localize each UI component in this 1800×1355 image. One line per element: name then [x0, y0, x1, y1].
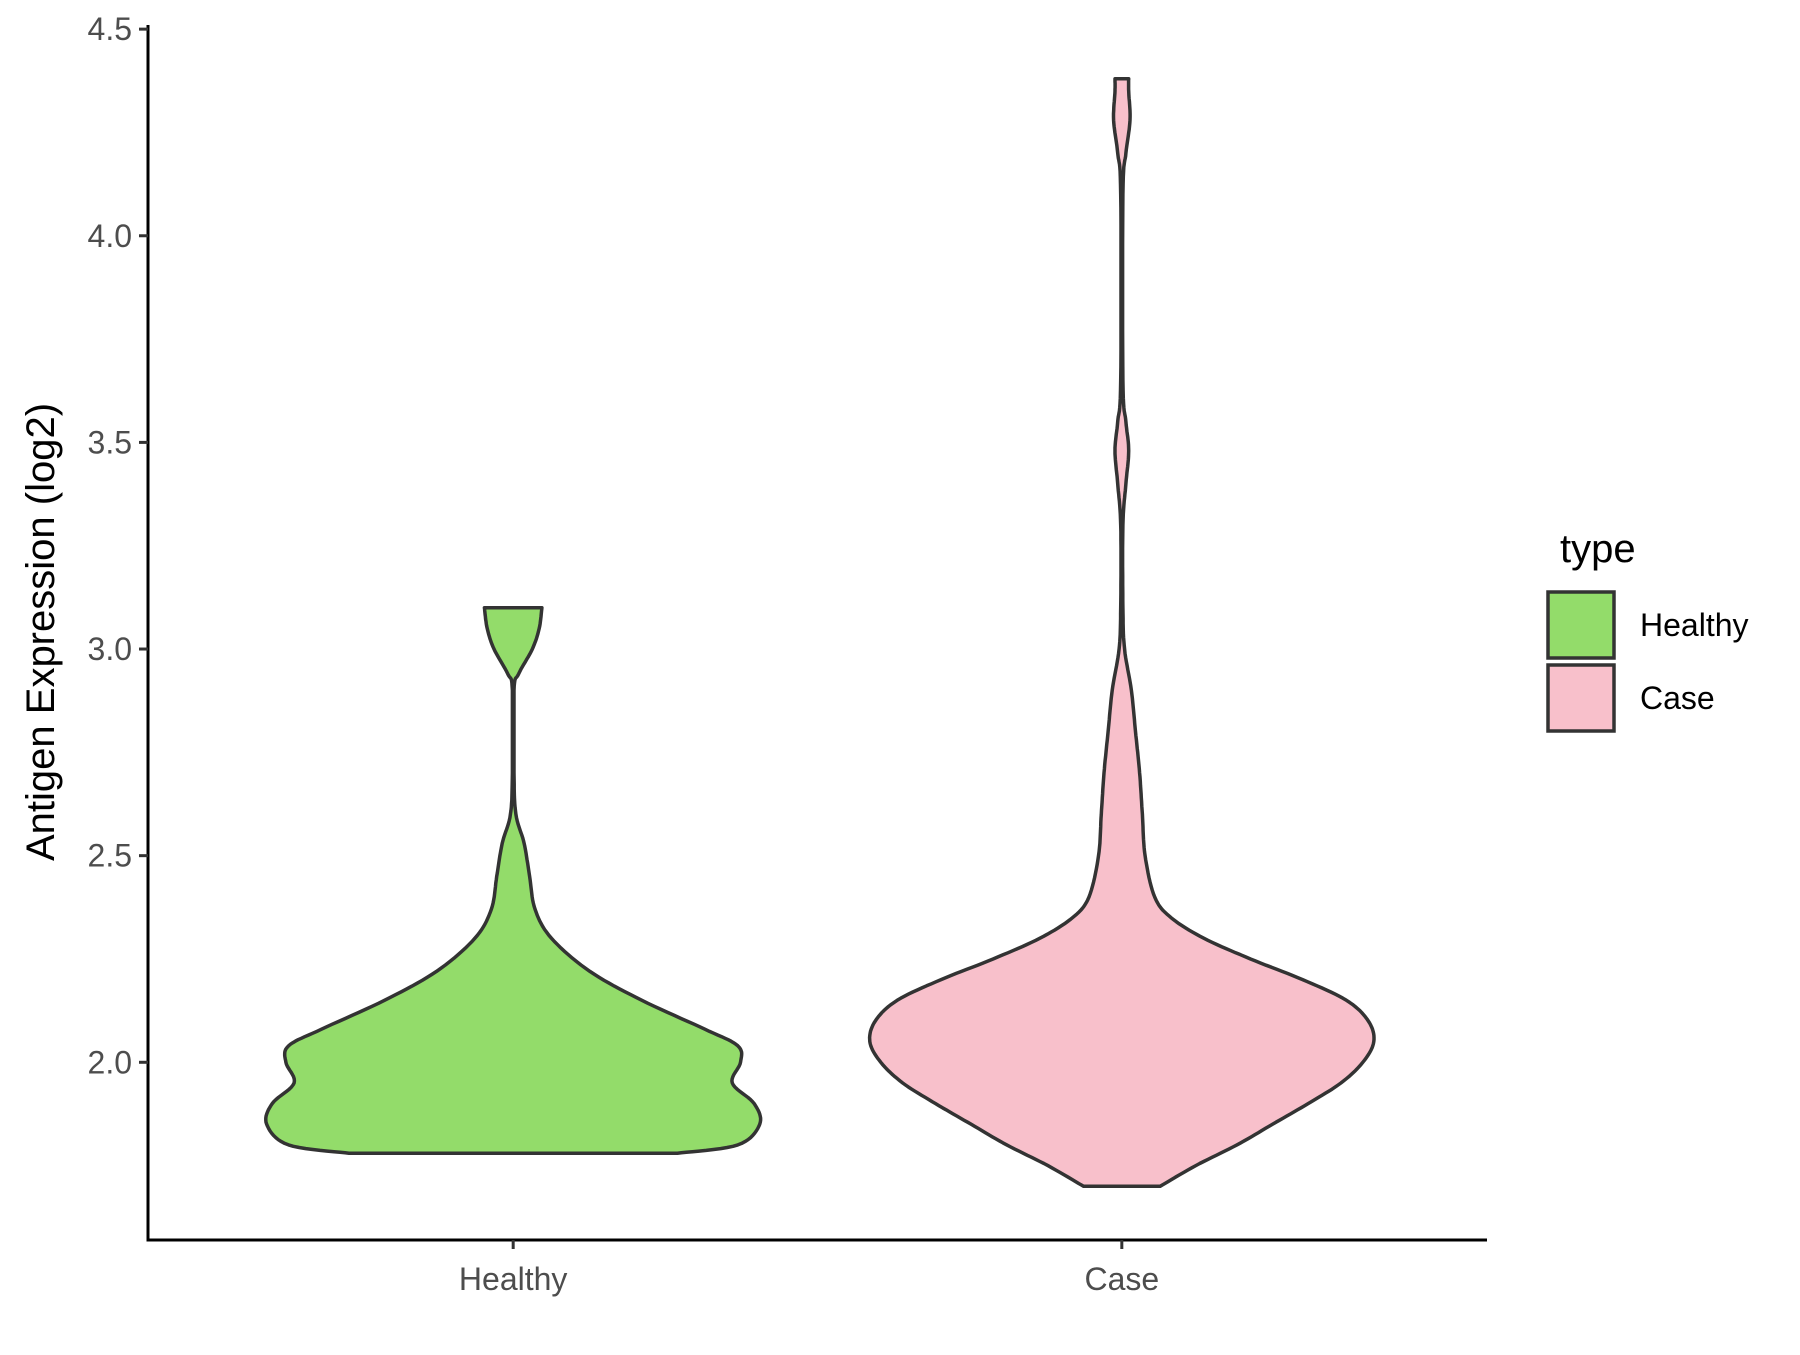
- x-ticks-layer: Healthy Case: [459, 1240, 1159, 1297]
- violin-case: [867, 76, 1376, 1189]
- y-ticks-layer: 2.0 2.5 3.0 3.5 4.0 4.5: [88, 11, 148, 1080]
- y-axis-title: Antigen Expression (log2): [19, 403, 63, 861]
- y-tick-label: 3.5: [88, 424, 132, 460]
- legend-items: Healthy Case: [1546, 590, 1749, 733]
- legend-label-case: Case: [1640, 680, 1715, 716]
- y-tick-label: 2.0: [88, 1044, 132, 1080]
- legend-title: type: [1560, 527, 1636, 571]
- legend-key-case: [1546, 663, 1616, 733]
- x-tick-label: Healthy: [459, 1261, 568, 1297]
- legend-key-healthy: [1546, 590, 1616, 660]
- y-tick-label: 4.5: [88, 11, 132, 47]
- y-tick-label: 3.0: [88, 631, 132, 667]
- y-tick-label: 2.5: [88, 838, 132, 874]
- violin-healthy: [264, 605, 763, 1155]
- violins-layer: [264, 76, 1376, 1189]
- legend-label-healthy: Healthy: [1640, 607, 1749, 643]
- y-tick-label: 4.0: [88, 218, 132, 254]
- legend: type Healthy Case: [1546, 527, 1749, 733]
- axes-layer: [146, 25, 1487, 1242]
- x-tick-label: Case: [1084, 1261, 1159, 1297]
